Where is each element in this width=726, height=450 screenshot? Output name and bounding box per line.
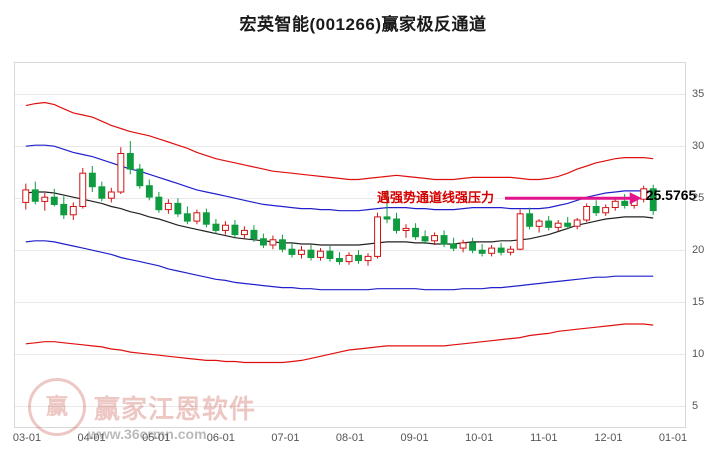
y-axis-tick-label: 25	[692, 192, 705, 205]
y-gridline	[15, 250, 685, 252]
x-axis-tick-label: 12-01	[594, 432, 623, 444]
x-axis-tick-label: 09-01	[400, 432, 429, 444]
watermark: 赢 赢家江恩软件	[28, 378, 256, 436]
x-axis-tick-label: 06-01	[206, 432, 235, 444]
y-axis-tick-label: 10	[692, 348, 705, 361]
y-gridline	[15, 198, 685, 200]
x-axis-tick-label: 10-01	[465, 432, 494, 444]
y-axis-tick-label: 30	[692, 140, 705, 153]
x-axis-tick-label: 05-01	[142, 432, 171, 444]
x-axis-tick-label: 07-01	[271, 432, 300, 444]
y-gridline	[15, 302, 685, 304]
watermark-text: 赢家江恩软件	[94, 393, 257, 424]
chart-plot-area	[14, 62, 686, 428]
y-axis-tick-label: 35	[692, 88, 705, 101]
watermark-seal-icon: 赢	[28, 378, 86, 436]
y-axis-tick-label: 20	[692, 244, 705, 257]
x-axis-tick-label: 08-01	[335, 432, 365, 444]
price-annotation-label: 25.5765	[645, 187, 697, 204]
y-gridline	[15, 94, 685, 96]
x-axis-tick-label: 01-01	[658, 432, 688, 444]
y-axis-tick-label: 15	[692, 296, 705, 309]
y-gridline	[15, 354, 685, 356]
x-axis-tick-label: 03-01	[12, 432, 42, 444]
y-gridline	[15, 146, 685, 148]
watermark-url: www.36crmn.com	[88, 426, 207, 442]
x-axis-tick-label: 11-01	[530, 432, 558, 444]
y-axis-tick-label: 5	[692, 400, 699, 413]
pressure-annotation-label: 遇强势通道线强压力	[377, 190, 495, 206]
x-axis-tick-label: 04-01	[77, 432, 106, 444]
y-gridline	[15, 406, 685, 408]
chart-title: 宏英智能(001266)赢家极反通道	[239, 15, 487, 34]
